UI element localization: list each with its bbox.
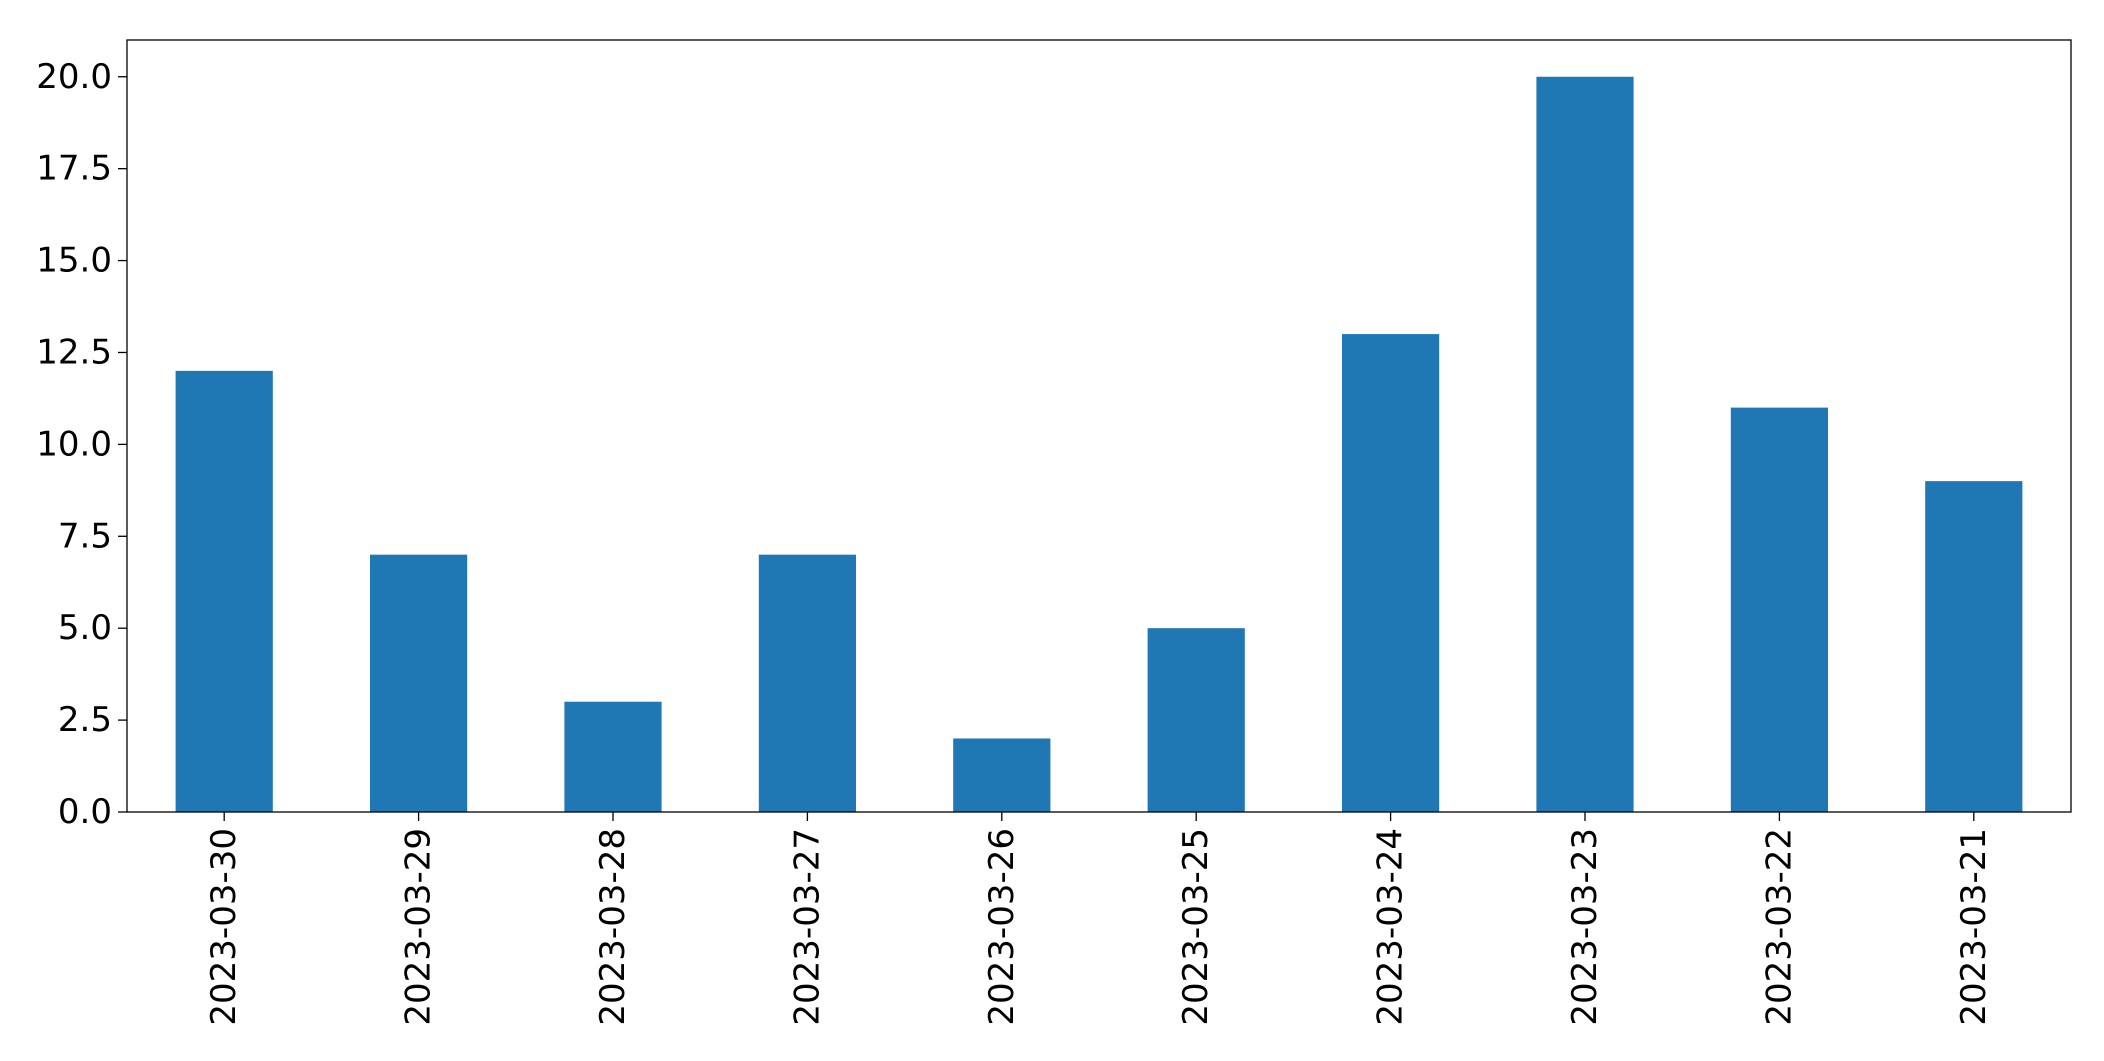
y-tick-label: 15.0 <box>36 241 112 281</box>
x-tick-label: 2023-03-30 <box>204 828 244 1026</box>
y-tick-label: 12.5 <box>36 332 112 372</box>
y-axis: 0.0 2.5 5.0 7.5 10.0 12.5 15.0 17.5 20.0 <box>36 57 127 832</box>
y-tick-label: 2.5 <box>58 700 112 740</box>
x-axis: 2023-03-30 2023-03-29 2023-03-28 2023-03-27… <box>204 812 1994 1026</box>
bar-2023-03-23 <box>1536 76 1634 812</box>
bar-2023-03-26 <box>953 738 1051 812</box>
plot-frame <box>126 39 2072 813</box>
x-tick-label: 2023-03-24 <box>1371 828 1411 1026</box>
bar-2023-03-21 <box>1925 481 2023 812</box>
bar-2023-03-29 <box>370 554 468 812</box>
bars-group <box>175 76 2023 812</box>
y-tick-label: 5.0 <box>58 608 112 648</box>
bar-2023-03-25 <box>1147 628 1245 812</box>
x-tick-label: 2023-03-22 <box>1759 828 1799 1026</box>
x-tick-label: 2023-03-25 <box>1176 828 1216 1026</box>
y-tick-label: 7.5 <box>58 516 112 556</box>
y-tick-label: 0.0 <box>58 792 112 832</box>
bar-2023-03-24 <box>1342 334 1440 812</box>
x-tick-label: 2023-03-28 <box>593 828 633 1026</box>
x-tick-label: 2023-03-21 <box>1954 828 1994 1026</box>
x-tick-label: 2023-03-27 <box>787 828 827 1026</box>
bar-2023-03-22 <box>1730 407 1828 812</box>
y-tick-label: 17.5 <box>36 149 112 189</box>
bar-2023-03-27 <box>758 554 856 812</box>
x-tick-label: 2023-03-23 <box>1565 828 1605 1026</box>
y-tick-label: 10.0 <box>36 424 112 464</box>
x-tick-label: 2023-03-29 <box>399 828 439 1026</box>
x-tick-label: 2023-03-26 <box>982 828 1022 1026</box>
bar-2023-03-30 <box>175 370 273 812</box>
bar-2023-03-28 <box>564 701 662 812</box>
y-tick-label: 20.0 <box>36 57 112 97</box>
